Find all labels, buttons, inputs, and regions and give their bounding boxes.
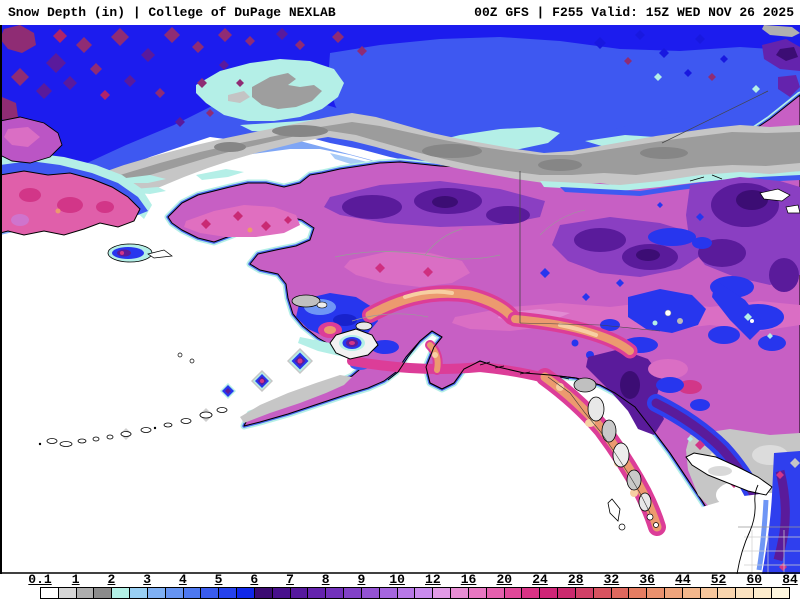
- colorbar-segment: [611, 588, 630, 598]
- colorbar-segment: [326, 588, 345, 598]
- map-area: [0, 25, 800, 574]
- colorbar-segment: [272, 588, 291, 598]
- colorbar-segment: [682, 588, 701, 598]
- colorbar-segment: [736, 588, 755, 598]
- colorbar-ticks: 0.1 1 2 3 4 5 6 7 8 9 10 12 16 20 24 28 32 36 44 52 60 84: [28, 572, 798, 587]
- russia-coast: [0, 116, 166, 236]
- bc-wa-region: [647, 394, 800, 574]
- colorbar-tick-label: 6: [250, 572, 259, 587]
- colorbar-tick-label: 4: [178, 572, 187, 587]
- colorbar-tick-label: 12: [425, 572, 441, 587]
- colorbar-tick-label: 2: [107, 572, 116, 587]
- colorbar-tick-label: 8: [321, 572, 330, 587]
- colorbar-tick-label: 60: [746, 572, 763, 587]
- colorbar-tick-label: 28: [567, 572, 584, 587]
- colorbar-segment: [344, 588, 362, 598]
- colorbar-segment: [504, 588, 523, 598]
- borders-and-rivers: [334, 90, 800, 514]
- colorbar-segment: [361, 588, 380, 598]
- colorbar-tick-label: 20: [496, 572, 513, 587]
- colorbar-segment: [771, 588, 789, 598]
- colorbar-segment: [468, 588, 487, 598]
- colorbar-segment: [58, 588, 77, 598]
- colorbar-tick-label: 10: [389, 572, 405, 587]
- colorbar-segment: [718, 588, 737, 598]
- colorbar-segment: [629, 588, 648, 598]
- colorbar-segment: [664, 588, 683, 598]
- colorbar-segment: [522, 588, 541, 598]
- colorbar-tick-label: 24: [532, 572, 548, 587]
- colorbar-tick-label: 44: [675, 572, 691, 587]
- colorbar-tick-label: 9: [357, 572, 366, 587]
- colorbar-segment: [397, 588, 416, 598]
- colorbar-segment: [219, 588, 238, 598]
- colorbar-segment: [94, 588, 113, 598]
- colorbar-tick-label: 52: [710, 572, 727, 587]
- colorbar-tick-label: 32: [603, 572, 620, 587]
- colorbar-tick-label: 36: [639, 572, 655, 587]
- colorbar-segment: [112, 588, 131, 598]
- colorbar-segment: [575, 588, 594, 598]
- colorbar-segment: [558, 588, 576, 598]
- arctic-snow-spots-layer: [0, 25, 800, 127]
- colorbar-segment: [647, 588, 665, 598]
- colorbar-segment: [700, 588, 719, 598]
- color-scale-legend: 0.1 1 2 3 4 5 6 7 8 9 10 12 16 20 24 28 32 36 44 52 60 84: [0, 572, 800, 600]
- colorbar-segment: [130, 588, 148, 598]
- colorbar-segment: [754, 588, 772, 598]
- colorbar-segment: [290, 588, 309, 598]
- colorbar-tick-label: 16: [460, 572, 477, 587]
- colorbar-segment: [486, 588, 505, 598]
- colorbar-tick-label: 0.1: [28, 572, 52, 587]
- colorbar-tick-label: 7: [286, 572, 294, 587]
- model-valid-time: 00Z GFS | F255 Valid: 15Z WED NOV 26 202…: [474, 5, 794, 20]
- colorbar-segment: [379, 588, 398, 598]
- title-bar: Snow Depth (in) | College of DuPage NEXL…: [0, 0, 800, 25]
- colorbar-segment: [237, 588, 255, 598]
- interior-snow-detail: [184, 177, 800, 435]
- colorbar-segment: [165, 588, 184, 598]
- product-title: Snow Depth (in) | College of DuPage NEXL…: [8, 5, 336, 20]
- colorbar-segment: [41, 588, 59, 598]
- islands: [38, 243, 659, 531]
- colorbar: [40, 587, 790, 599]
- colorbar-tick-label: 84: [782, 572, 798, 587]
- map-frame: [0, 25, 800, 574]
- colorbar-segment: [415, 588, 434, 598]
- snow-depth-map: [0, 25, 800, 574]
- colorbar-segment: [308, 588, 327, 598]
- colorbar-segment: [451, 588, 469, 598]
- colorbar-segment: [183, 588, 202, 598]
- colorbar-segment: [254, 588, 273, 598]
- colorbar-tick-label: 5: [214, 572, 223, 587]
- colorbar-tick-label: 3: [143, 572, 152, 587]
- colorbar-segment: [433, 588, 452, 598]
- colorbar-segment: [540, 588, 559, 598]
- colorbar-segment: [147, 588, 166, 598]
- colorbar-segment: [76, 588, 95, 598]
- colorbar-tick-label: 1: [71, 572, 80, 587]
- colorbar-segment: [593, 588, 612, 598]
- colorbar-segment: [201, 588, 220, 598]
